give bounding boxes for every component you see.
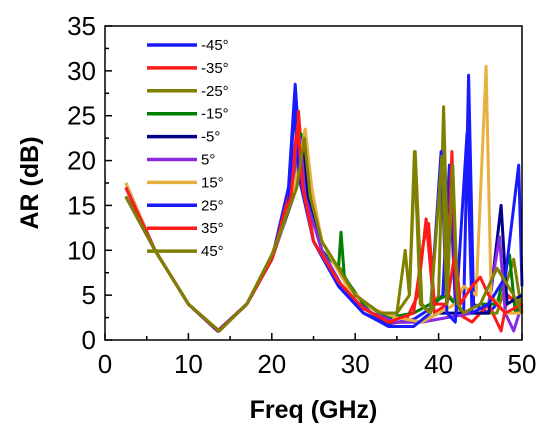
y-tick-label: 30 bbox=[67, 56, 96, 86]
tick-labels: 0 10 20 30 40 50 0 5 10 15 20 25 30 35 bbox=[67, 11, 536, 379]
legend-label: -5° bbox=[201, 129, 220, 146]
plot-lines bbox=[124, 64, 524, 333]
legend-label: -25° bbox=[201, 83, 229, 100]
x-tick-label: 50 bbox=[508, 349, 537, 379]
y-tick-label: 20 bbox=[67, 146, 96, 176]
y-tick-label: 15 bbox=[67, 190, 96, 220]
legend-label: 45° bbox=[201, 243, 224, 260]
series-line-10 bbox=[124, 136, 524, 333]
x-tick-label: 40 bbox=[424, 349, 453, 379]
legend: -45° -35° -25° -15° -5° 5° 15° 25° 35° 45° bbox=[147, 37, 229, 260]
x-axis-title: Freq (GHz) bbox=[250, 396, 378, 424]
legend-label: 15° bbox=[201, 174, 224, 191]
x-tick-label: 30 bbox=[341, 349, 370, 379]
legend-label: 35° bbox=[201, 220, 224, 237]
x-tick-label: 0 bbox=[98, 349, 112, 379]
y-tick-label: 25 bbox=[67, 101, 96, 131]
legend-label: 25° bbox=[201, 197, 224, 214]
axis-ticks bbox=[104, 25, 523, 341]
legend-label: -45° bbox=[201, 37, 229, 54]
legend-label: -15° bbox=[201, 106, 229, 123]
legend-label: 5° bbox=[201, 152, 215, 169]
x-tick-label: 10 bbox=[174, 349, 203, 379]
x-tick-label: 20 bbox=[257, 349, 286, 379]
y-tick-label: 0 bbox=[82, 325, 96, 355]
y-tick-label: 5 bbox=[82, 280, 96, 310]
y-tick-label: 35 bbox=[67, 11, 96, 41]
y-tick-label: 10 bbox=[67, 235, 96, 265]
y-axis-title: AR (dB) bbox=[16, 136, 44, 229]
legend-label: -35° bbox=[201, 60, 229, 77]
